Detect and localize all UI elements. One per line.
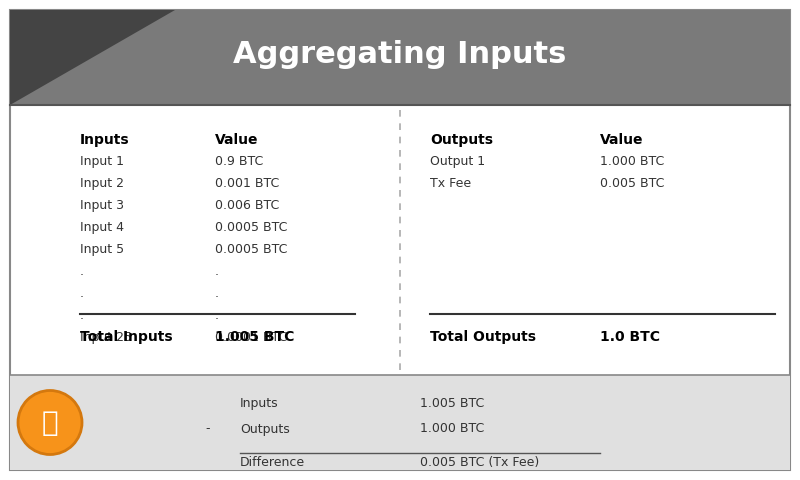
Text: Total Inputs: Total Inputs xyxy=(80,330,173,344)
Text: Output 1: Output 1 xyxy=(430,155,485,168)
Text: Difference: Difference xyxy=(240,456,305,469)
Text: .: . xyxy=(80,287,84,300)
Text: Inputs: Inputs xyxy=(240,397,278,410)
Text: Outputs: Outputs xyxy=(430,133,493,147)
Text: ₿: ₿ xyxy=(42,408,58,436)
Text: 0.9 BTC: 0.9 BTC xyxy=(215,155,263,168)
Text: .: . xyxy=(80,309,84,322)
Text: 1.005 BTC: 1.005 BTC xyxy=(215,330,294,344)
Text: Tx Fee: Tx Fee xyxy=(430,177,471,190)
Circle shape xyxy=(18,391,82,455)
Text: 1.005 BTC: 1.005 BTC xyxy=(420,397,484,410)
Text: Aggregating Inputs: Aggregating Inputs xyxy=(234,40,566,69)
Text: Input 3: Input 3 xyxy=(80,199,124,212)
Text: Input 25: Input 25 xyxy=(80,331,132,344)
Text: Outputs: Outputs xyxy=(240,422,290,435)
Text: Inputs: Inputs xyxy=(80,133,130,147)
Text: Input 2: Input 2 xyxy=(80,177,124,190)
Polygon shape xyxy=(10,10,175,105)
Text: -: - xyxy=(205,422,210,435)
Text: .: . xyxy=(215,287,219,300)
Text: 0.001 BTC: 0.001 BTC xyxy=(215,177,279,190)
Text: 0.006 BTC: 0.006 BTC xyxy=(215,199,279,212)
Text: 0.0001 BTC: 0.0001 BTC xyxy=(215,331,287,344)
Text: 1.000 BTC: 1.000 BTC xyxy=(600,155,664,168)
Text: .: . xyxy=(215,265,219,278)
Text: 0.0005 BTC: 0.0005 BTC xyxy=(215,221,287,234)
Text: 1.0 BTC: 1.0 BTC xyxy=(600,330,660,344)
Bar xyxy=(10,10,790,105)
Text: Input 5: Input 5 xyxy=(80,243,124,256)
Text: Input 4: Input 4 xyxy=(80,221,124,234)
Text: 1.000 BTC: 1.000 BTC xyxy=(420,422,484,435)
Bar xyxy=(10,375,790,470)
Text: .: . xyxy=(215,309,219,322)
Text: Value: Value xyxy=(600,133,643,147)
Text: Input 1: Input 1 xyxy=(80,155,124,168)
Text: Total Outputs: Total Outputs xyxy=(430,330,536,344)
Text: 0.005 BTC: 0.005 BTC xyxy=(600,177,664,190)
Text: 0.0005 BTC: 0.0005 BTC xyxy=(215,243,287,256)
Text: Value: Value xyxy=(215,133,258,147)
Text: 0.005 BTC (Tx Fee): 0.005 BTC (Tx Fee) xyxy=(420,456,539,469)
Text: .: . xyxy=(80,265,84,278)
